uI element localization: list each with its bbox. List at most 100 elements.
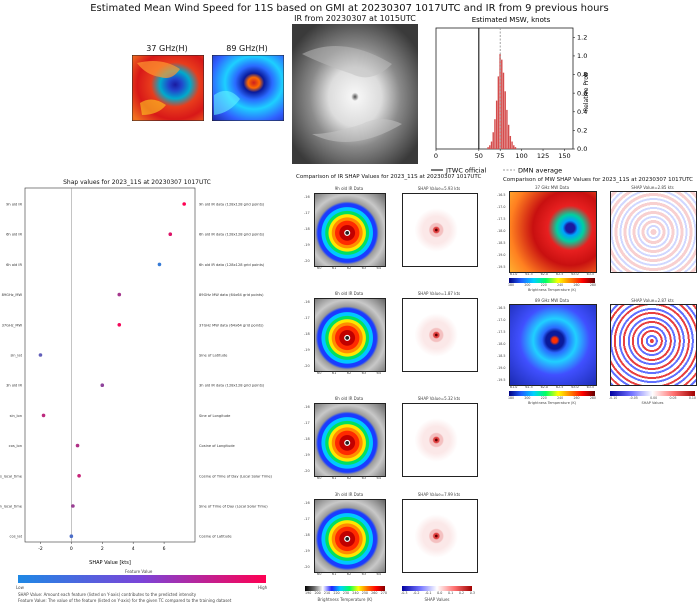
ir-lat-ticks: -16 -17 -18 -19 -20 [304, 195, 313, 263]
hist-xtick-label: 100 [515, 152, 527, 160]
mw-lat-tick: -18.0 [497, 229, 506, 233]
main-title: Estimated Mean Wind Speed for 11S based … [90, 3, 609, 14]
ir-shap-tick: -0.2 [413, 591, 420, 595]
ir-shap-tick: -0.3 [401, 591, 408, 595]
mw-lon-tick: 63.0 [571, 272, 579, 276]
shap-xtick-label: 0 [70, 546, 73, 552]
ir-lon-ticks: 60 61 62 63 64 [317, 371, 381, 375]
ir-bt-tick: 200 [314, 591, 321, 595]
mw-lon-ticks: 61.0 61.5 62.0 62.5 63.0 63.5 [510, 272, 594, 276]
mw-lon-tick: 62.0 [540, 385, 548, 389]
ir-lon-tick: 61 [331, 476, 337, 480]
shap-point [168, 232, 173, 236]
ir-lon-tick: 60 [317, 371, 322, 375]
ir-bt-colorbar-label: Brightness Temperature (K) [317, 597, 373, 602]
ghz89-image [212, 55, 284, 121]
mw-bt-tick: 200 [524, 283, 531, 287]
shap-point [71, 504, 75, 508]
ir-lon-tick: 62 [346, 371, 352, 375]
ir-lon-tick: 64 [376, 266, 381, 270]
mw-shap-tick: -0.05 [629, 396, 638, 400]
mw-data-title: 89 GHz MW Data [534, 298, 570, 303]
msw-histogram: Estimated MSW, knots 0 50 75 100 125 150 0.0 0… [431, 16, 590, 175]
ir-data-panel [314, 298, 386, 372]
hist-bar [502, 72, 505, 149]
mw-shap-tick: 0.10 [688, 396, 696, 400]
mw-shap-title: Comparison of MW SHAP Values for 2023_11… [502, 177, 694, 183]
ir-lon-tick: 64 [376, 371, 381, 375]
hist-bar [514, 147, 517, 149]
shap-feature-description: Sine of Latitude [199, 354, 228, 358]
ir-lat-ticks: -16 -17 -18 -19 -20 [304, 300, 313, 368]
shap-feature-description: 6h old IR data (128x128 grid points) [199, 233, 265, 237]
hist-bar [501, 59, 503, 150]
mw-shap-title: SHAP Value=2.87 kts [631, 298, 674, 303]
mw-lon-tick: 61.0 [510, 385, 518, 389]
mw-data-title: 37 GHz MW Data [534, 185, 570, 190]
ir-lat-tick: -16 [304, 501, 310, 505]
mw-lat-tick: -18.5 [497, 241, 506, 245]
ir-data-title: 3h old IR Data [334, 492, 364, 497]
mw-lat-tick: -17.5 [497, 217, 506, 221]
colorbar-low: Low [16, 585, 24, 590]
ir-lat-tick: -18 [304, 437, 310, 441]
shap-xtick-label: 4 [132, 546, 135, 552]
hist-ytick-label: 0.2 [577, 127, 587, 135]
hist-bar [489, 145, 491, 149]
shap-feature-label: 89GHz_MW [2, 293, 23, 297]
ir-shap-panel [402, 298, 478, 372]
ir-lon-tick: 60 [317, 266, 322, 270]
colorbar-title: Feature Value [125, 569, 153, 574]
hist-bar [490, 141, 493, 149]
mw-lat-tick: -18.5 [497, 354, 506, 358]
mw-lat-tick: -19.0 [497, 253, 506, 257]
mw-shap-tick: 0.00 [650, 396, 658, 400]
mw-lon-tick: 63.5 [586, 272, 594, 276]
mw-lon-tick: 62.0 [540, 272, 548, 276]
mw-bt-colorbar [509, 391, 595, 396]
mw-shap-panel [610, 191, 697, 273]
shap-point [38, 353, 43, 357]
ir-lat-tick: -18 [304, 227, 310, 231]
ir-shap-title: SHAP Value=5.93 kts [417, 186, 461, 191]
mw-lat-tick: -16.5 [497, 193, 506, 197]
mw-bt-tick: 280 [589, 283, 596, 287]
ir-bt-tick: 190 [305, 591, 312, 595]
ir-lat-tick: -16 [304, 405, 310, 409]
hist-ytick-label: 0.6 [577, 89, 587, 97]
ir-data-panel [314, 193, 386, 267]
colorbar-high: High [258, 585, 268, 590]
ir-image [292, 24, 418, 164]
shap-feature-description: 9h old IR data (128x128 grid points) [199, 203, 265, 207]
mw-bt-colorbar-label: Brightness Temperature (K) [527, 401, 577, 405]
shap-point [117, 323, 122, 327]
hist-ytick-label: 1.0 [577, 52, 587, 60]
shap-feature-label: 37GHz_MW [2, 323, 23, 327]
shap-feature-description: Cosine of Longitude [199, 444, 235, 448]
ir-lat-tick: -19 [304, 549, 310, 553]
ir-data-panel [314, 499, 386, 573]
hist-ytick-label: 0.4 [577, 108, 587, 116]
mw-bt-tick: 260 [573, 396, 580, 400]
ir-shap-colorbar-label: SHAP Values [424, 597, 450, 602]
ir-lon-tick: 62 [346, 476, 352, 480]
ir-lat-tick: -16 [304, 195, 310, 199]
legend-dmn: DMN average [518, 167, 562, 175]
ir-lat-tick: -19 [304, 243, 310, 247]
ir-lon-ticks: 60 61 62 63 64 [317, 572, 381, 576]
shap-summary-chart: 9h old IR 9h old IR data (128x128 grid po… [0, 187, 273, 566]
ir-lat-tick: -17 [304, 316, 310, 320]
ir-shap-tick: 0.1 [448, 591, 454, 595]
shap-feature-label: cos_lat [10, 535, 23, 539]
ir-lon-tick: 64 [376, 572, 381, 576]
ir-shap-title: SHAP Value=1.87 kts [417, 291, 461, 296]
ir-shap-title: Comparison of IR SHAP Values for 2023_11… [296, 174, 482, 180]
ghz37-title: 37 GHz(H) [146, 44, 188, 53]
shap-point [77, 474, 81, 478]
mw-lat-tick: -16.5 [497, 306, 506, 310]
hist-bar [511, 141, 513, 149]
shap-point [41, 413, 46, 418]
ghz37-image [132, 55, 204, 121]
ir-lat-tick: -17 [304, 211, 310, 215]
mw-lat-tick: -17.0 [497, 318, 506, 322]
